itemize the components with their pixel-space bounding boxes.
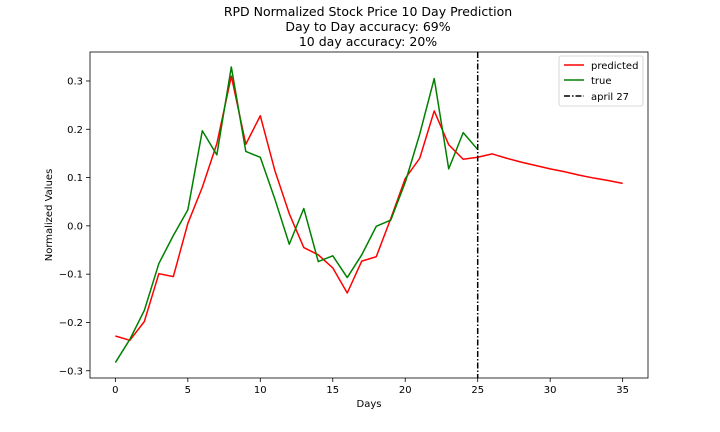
x-tick-label: 30 [544, 385, 557, 396]
series-layer [114, 52, 623, 378]
legend-box [558, 55, 644, 107]
chart-title-line-1: RPD Normalized Stock Price 10 Day Predic… [224, 4, 512, 19]
x-axis-ticks: 0 5 10 15 20 25 30 35 [112, 378, 629, 396]
y-tick-label: −0.3 [59, 366, 83, 377]
x-axis-label: Days [357, 399, 382, 410]
y-tick-label: 0.1 [67, 173, 83, 184]
x-tick-label: 20 [399, 385, 412, 396]
chart-title-line-2: Day to Day accuracy: 69% [285, 19, 450, 34]
x-tick-label: 5 [185, 385, 191, 396]
y-tick-label: 0.0 [67, 221, 83, 232]
x-tick-label: 0 [112, 385, 118, 396]
x-tick-label: 35 [616, 385, 629, 396]
legend-label-predicted: predicted [591, 61, 638, 72]
chart-title: RPD Normalized Stock Price 10 Day Predic… [224, 4, 512, 49]
x-tick-label: 15 [326, 385, 339, 396]
chart-title-line-3: 10 day accuracy: 20% [299, 34, 437, 49]
y-tick-label: −0.1 [59, 270, 83, 281]
legend: predicted true april 27 [558, 55, 644, 107]
y-axis-ticks: −0.3 −0.2 −0.1 0.0 0.1 0.2 0.3 [59, 76, 90, 377]
series-line-predicted [115, 75, 623, 342]
series-line-true [114, 66, 479, 363]
legend-label-april-27: april 27 [591, 92, 629, 103]
plot-area [89, 51, 649, 379]
y-axis-label: Normalized Values [44, 169, 55, 262]
legend-label-true: true [591, 76, 612, 87]
y-tick-label: 0.3 [67, 76, 83, 87]
y-tick-label: 0.2 [67, 125, 83, 136]
x-tick-label: 10 [254, 385, 267, 396]
y-tick-label: −0.2 [59, 318, 83, 329]
x-tick-label: 25 [471, 385, 484, 396]
